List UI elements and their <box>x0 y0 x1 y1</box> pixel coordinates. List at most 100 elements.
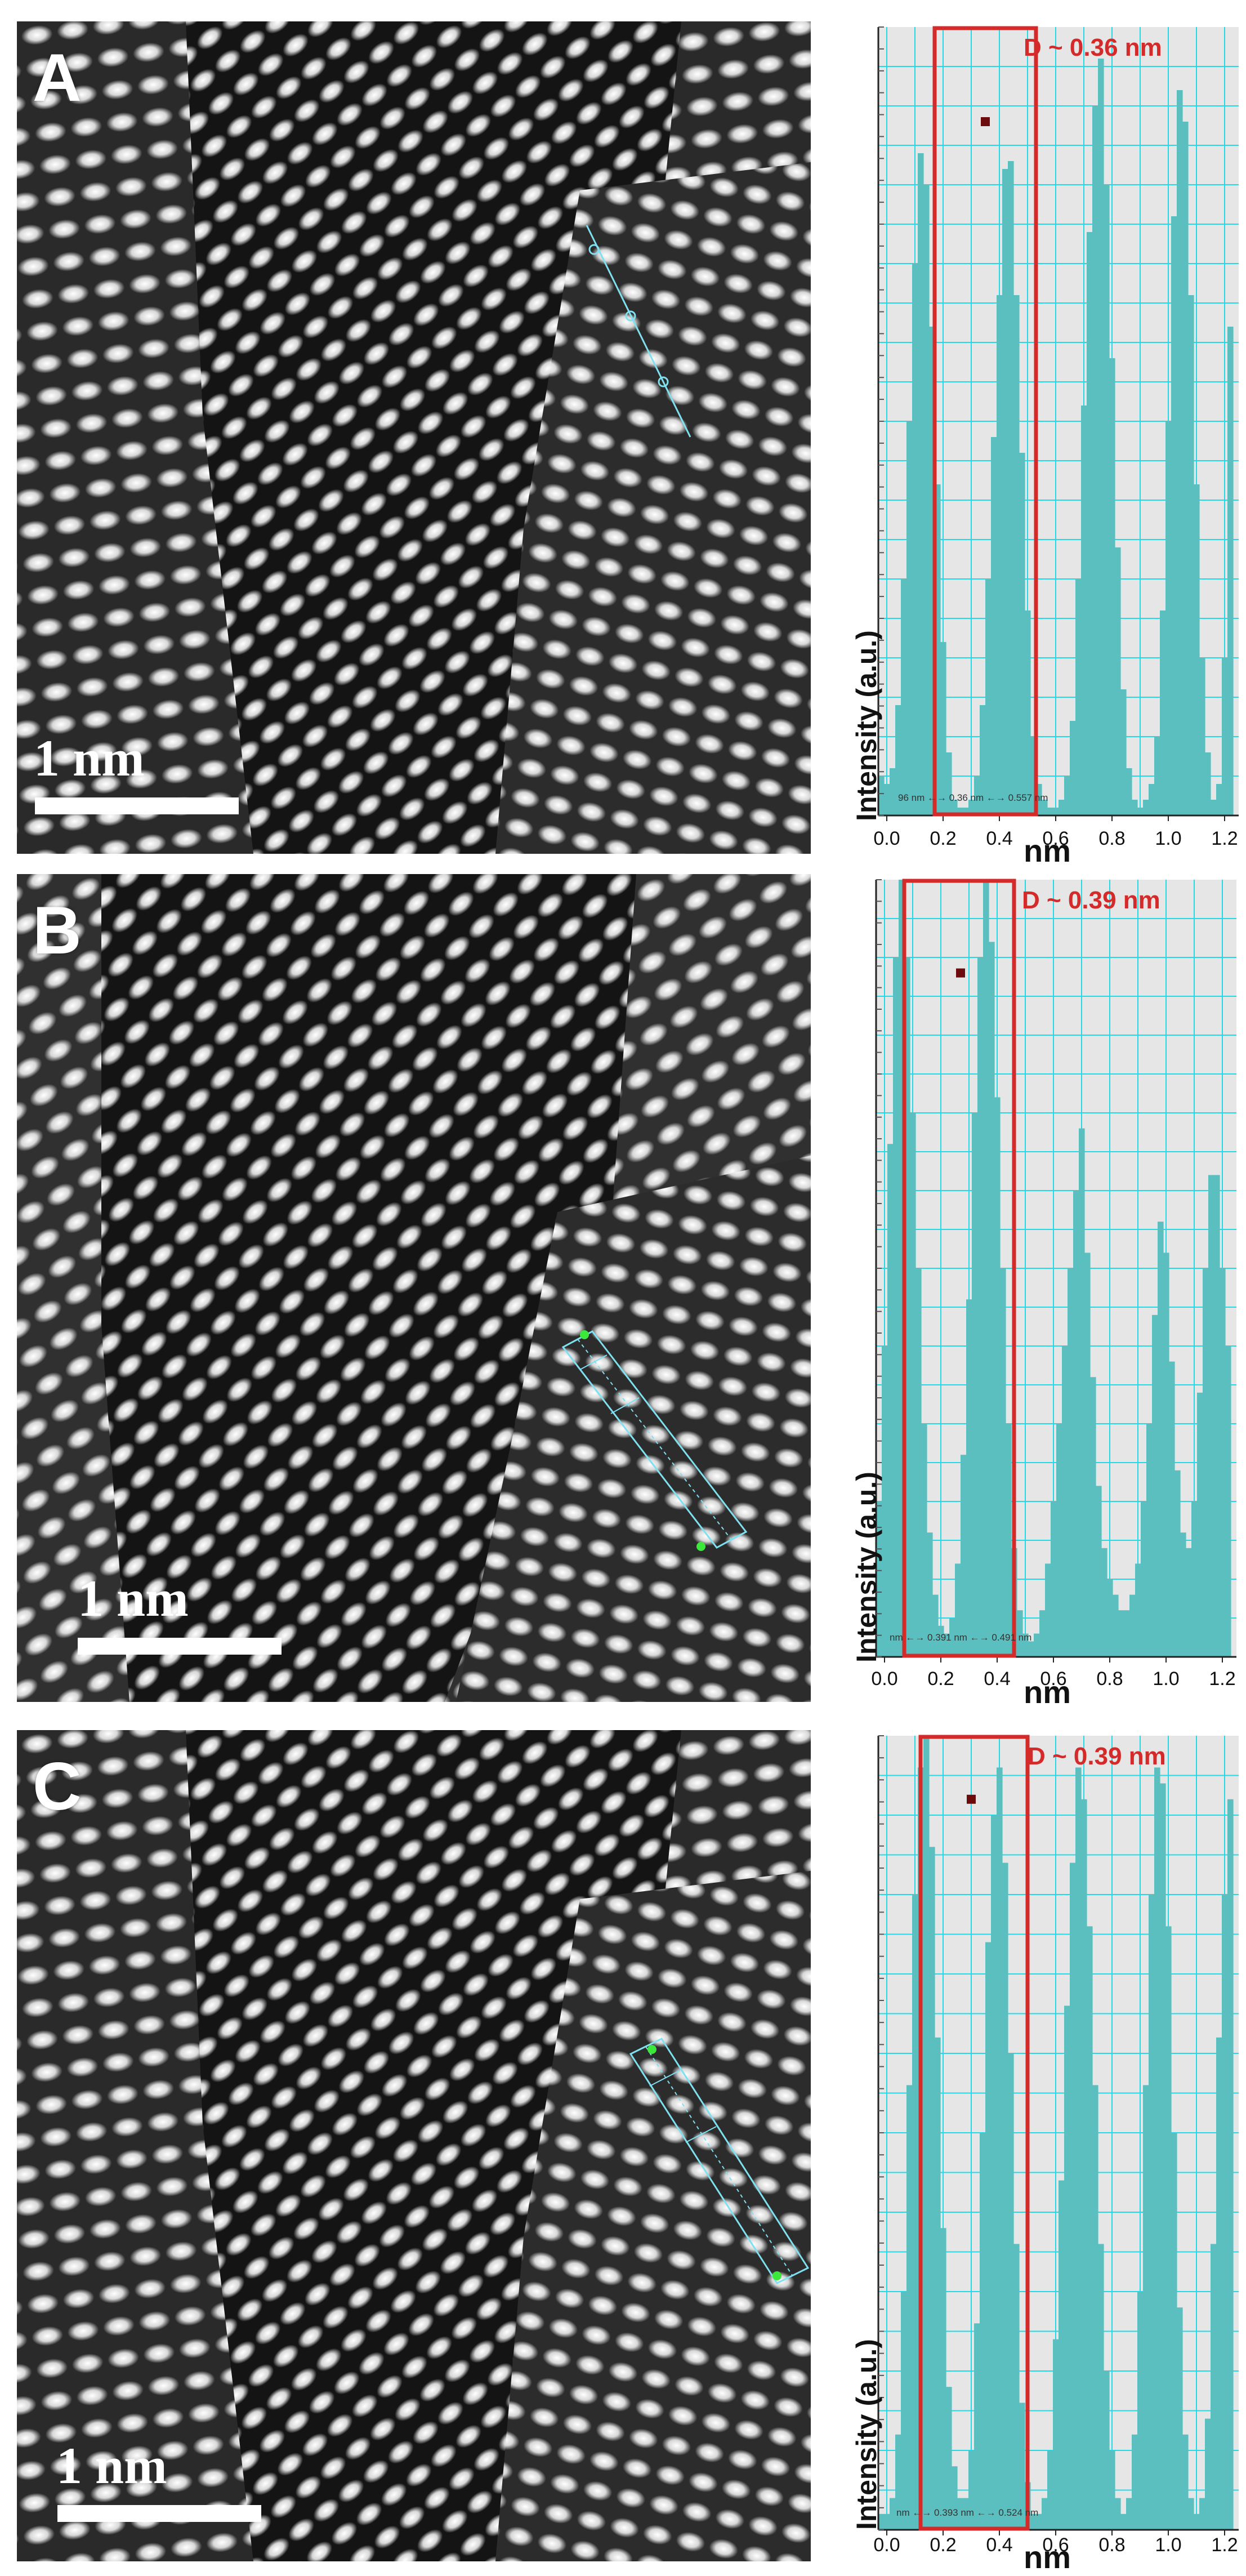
profile-bar <box>974 2323 980 2530</box>
x-tick-label: 0.2 <box>930 828 956 849</box>
profile-bar <box>985 1942 992 2530</box>
profile-bar <box>1081 405 1087 815</box>
profile-bar <box>1084 1253 1091 1657</box>
profile-bar <box>1025 610 1031 815</box>
d-spacing-highlight-box <box>918 1735 1030 2531</box>
measurement-readout-a: 96 nm ←→ 0.36 nm ←→ 0.557 nm <box>898 792 1048 803</box>
profile-bar <box>1039 1610 1046 1657</box>
profile-bar <box>1177 90 1183 815</box>
profile-bar <box>1017 1610 1023 1657</box>
profile-bar <box>918 153 924 815</box>
profile-bar <box>940 642 946 815</box>
profile-bar <box>1132 800 1138 815</box>
x-tick-label: 1.0 <box>1153 1668 1179 1690</box>
x-tick-label: 0.4 <box>986 828 1012 849</box>
d-spacing-label-c: D ~ 0.39 nm <box>1028 1742 1166 1770</box>
profile-bar <box>1019 2403 1025 2530</box>
profile-bar <box>1064 776 1070 815</box>
x-tick-label: 0.6 <box>1040 1668 1066 1690</box>
profile-bar <box>1126 2498 1132 2530</box>
profile-bar <box>1087 1926 1093 2530</box>
y-axis-label-a: Intensity (a.u.) <box>851 630 882 821</box>
profile-bar <box>1211 2244 1217 2530</box>
profile-bar <box>1180 1532 1186 1657</box>
x-tick-label: 0.6 <box>1042 828 1069 849</box>
profile-bar <box>985 579 992 815</box>
profile-bar <box>1137 2292 1144 2530</box>
profile-bar <box>1120 689 1127 815</box>
y-axis-label-b: Intensity (a.u.) <box>851 1472 882 1663</box>
tem-lattice-c <box>17 1730 811 2561</box>
profile-bar <box>882 1346 888 1657</box>
profile-bar <box>1075 1767 1082 2530</box>
tem-image-c: C 1 nm <box>17 1730 811 2561</box>
profile-bar <box>1165 1926 1172 2530</box>
profile-bar <box>1013 295 1020 815</box>
profile-bar <box>944 1633 950 1657</box>
profile-bar <box>929 1847 935 2530</box>
x-axis-label-c: nm <box>1024 2539 1071 2575</box>
profile-bar <box>912 264 918 815</box>
profile-bar <box>1216 2037 1222 2530</box>
tem-lattice-b <box>17 874 811 1702</box>
profile-bar <box>1169 1361 1175 1657</box>
x-tick-label: 0.4 <box>986 2534 1012 2556</box>
profile-bar <box>1194 484 1200 815</box>
profile-bar <box>1070 721 1076 815</box>
profile-bar <box>935 2037 941 2530</box>
x-tick-label: 1.2 <box>1209 1668 1235 1690</box>
profile-bar <box>1075 579 1082 815</box>
profile-bar <box>1079 1128 1085 1657</box>
profile-bar <box>1053 808 1059 815</box>
profile-bar <box>1104 185 1110 815</box>
x-tick-label: 0.2 <box>930 2534 956 2556</box>
profile-bar <box>1171 216 1177 815</box>
x-tick-label: 0.6 <box>1042 2534 1069 2556</box>
tem-image-b: B 1 nm <box>17 874 811 1702</box>
profile-bar <box>1096 1486 1102 1657</box>
profile-bar <box>1098 59 1104 815</box>
profile-bar <box>991 437 997 815</box>
profile-bar <box>1216 784 1222 815</box>
profile-bar <box>1045 1563 1051 1657</box>
profile-bar <box>876 1501 882 1657</box>
profile-bar <box>1036 2513 1042 2530</box>
profile-bar <box>1160 1783 1166 2530</box>
tem-image-a: A 1 nm <box>17 21 811 854</box>
profile-bar <box>1101 1548 1107 1657</box>
profile-bar <box>1064 2005 1070 2530</box>
chart-svg-a: 0.0 0.2 0.4 0.6 0.8 1.0 1.2 <box>873 26 1239 849</box>
measurement-readout-c: nm ←→ 0.393 nm ←→ 0.524 nm <box>896 2507 1039 2518</box>
profile-bar <box>1160 610 1166 815</box>
profile-bar <box>991 1815 997 2530</box>
profile-bar <box>1191 1501 1198 1657</box>
profile-bar <box>968 800 975 815</box>
measurement-readout-b: nm ←→ 0.391 nm ←→ 0.491 nm <box>890 1632 1032 1643</box>
scale-bar-c <box>57 2505 261 2522</box>
intensity-profile-chart-c: 0.0 0.2 0.4 0.6 0.8 1.0 1.2 Intensity (a.u.) n… <box>833 1730 1246 2575</box>
intensity-profile-chart-a: 0.0 0.2 0.4 0.6 0.8 1.0 1.2 Intensity (a.u.) n… <box>833 21 1246 868</box>
profile-bar <box>1225 1346 1231 1657</box>
profile-bar <box>1188 2498 1194 2530</box>
profile-bar <box>952 800 958 815</box>
profile-bar <box>1008 161 1014 815</box>
d-spacing-highlight-box <box>902 879 1016 1658</box>
x-tick-label: 0.4 <box>984 1668 1010 1690</box>
profile-bar <box>1036 784 1042 815</box>
profile-bar <box>1115 547 1121 815</box>
chart-svg-b: 0.0 0.2 0.4 0.6 0.8 1.0 1.2 <box>871 879 1236 1690</box>
profile-bar <box>1141 1501 1147 1657</box>
profile-bar <box>884 2513 890 2530</box>
profile-bar <box>1006 1424 1012 1657</box>
profile-bar <box>983 880 989 1657</box>
profile-bar <box>1222 1895 1228 2530</box>
profile-bar <box>1129 1594 1136 1657</box>
profile-bar <box>977 957 984 1657</box>
profile-bar <box>1042 2498 1048 2530</box>
x-tick-label: 1.0 <box>1155 2534 1181 2556</box>
profile-bar <box>968 2450 975 2530</box>
profile-bar <box>1034 1633 1040 1657</box>
profile-bar <box>1042 800 1048 815</box>
profile-bar <box>1059 2180 1065 2530</box>
profile-bar <box>1124 1610 1130 1657</box>
